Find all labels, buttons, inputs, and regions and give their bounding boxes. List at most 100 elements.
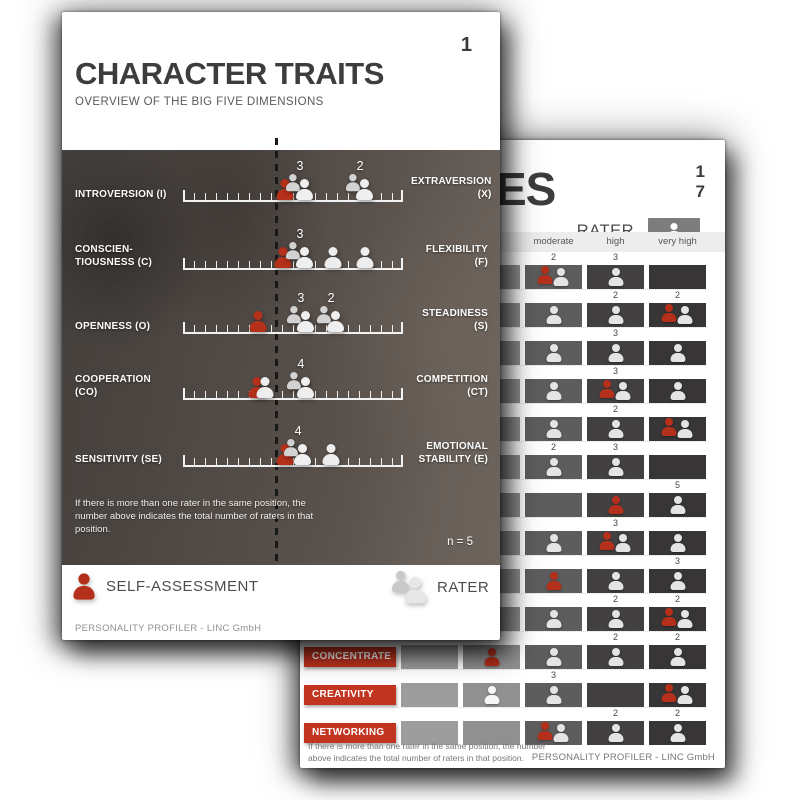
rating-cell xyxy=(525,303,582,327)
self-person-icon xyxy=(546,572,562,590)
rater-count-label: 2 xyxy=(674,708,680,718)
scale-ticks xyxy=(183,325,403,332)
self-person-icon xyxy=(484,648,500,666)
rater-person-icon xyxy=(677,686,693,704)
rater-person-icon xyxy=(608,724,624,742)
rating-cell xyxy=(649,265,706,289)
rater-count-label: 2 xyxy=(550,252,556,262)
rating-cell xyxy=(649,683,706,707)
self-person-icon xyxy=(249,311,267,332)
rater-person-icon xyxy=(677,610,693,628)
rating-cell: 2 xyxy=(587,632,644,669)
rating-cell xyxy=(401,645,458,669)
scale-left-label: SENSITIVITY (SE) xyxy=(75,453,162,465)
scale-marker: 3 xyxy=(286,227,315,268)
self-assessment-icon xyxy=(249,311,267,332)
self-person-icon xyxy=(661,304,677,322)
rating-cell xyxy=(587,683,644,707)
rater-count-label: 3 xyxy=(612,518,618,528)
rater-count-label: 3 xyxy=(612,252,618,262)
scale-left-label: INTROVERSION (I) xyxy=(75,188,167,200)
scale-line xyxy=(183,190,403,202)
scale-marker xyxy=(322,444,340,465)
rater-person-icon xyxy=(677,420,693,438)
rating-cell xyxy=(525,645,582,669)
rater-count-label: 2 xyxy=(327,291,335,305)
rating-cell xyxy=(649,455,706,479)
rating-cell xyxy=(525,607,582,631)
rater-count-label: 2 xyxy=(612,404,618,414)
scale-marker: 4 xyxy=(284,424,313,465)
self-person-icon xyxy=(661,684,677,702)
rating-cell: 3 xyxy=(587,518,644,555)
legend-self-label: SELF-ASSESSMENT xyxy=(106,578,259,595)
rating-cell: 2 xyxy=(649,632,706,669)
rater-person-icon xyxy=(546,686,562,704)
photo-background xyxy=(62,150,500,565)
rating-cell xyxy=(525,379,582,403)
rater-person-icon xyxy=(256,377,274,398)
back-page-footer: PERSONALITY PROFILER - LINC GmbH xyxy=(531,752,715,763)
scale-right-label: EMOTIONAL STABILITY (E) xyxy=(418,441,488,465)
legend: SELF-ASSESSMENT RATER xyxy=(75,571,489,612)
scale-marker: 4 xyxy=(286,357,315,398)
scale-marker xyxy=(324,247,342,268)
scale-right-label: FLEXIBILITY (F) xyxy=(425,244,488,268)
rater-count-label: 2 xyxy=(550,442,556,452)
rater-group-icon xyxy=(391,571,427,604)
competency-label: CONCENTRATE xyxy=(304,647,396,667)
scale-left-label: OPENNESS (O) xyxy=(75,320,151,332)
rater-person-icon xyxy=(484,686,500,704)
rater-person-icon xyxy=(670,382,686,400)
back-page-number-bottom: 7 xyxy=(695,182,705,201)
rater-person-icon xyxy=(294,444,312,465)
rater-single-icon xyxy=(322,444,340,465)
legend-rater-label: RATER xyxy=(437,578,490,596)
rater-group-icon xyxy=(346,174,375,200)
rater-count-label: 2 xyxy=(674,594,680,604)
scale-right-label: STEADINESS (S) xyxy=(422,308,488,332)
self-person-icon xyxy=(537,266,553,284)
rater-count-label: 3 xyxy=(296,159,304,173)
page-subtitle: OVERVIEW OF THE BIG FIVE DIMENSIONS xyxy=(75,96,324,108)
rater-person-icon xyxy=(404,577,427,603)
scale-bar: 3 xyxy=(183,227,403,270)
rater-person-icon xyxy=(546,306,562,324)
rater-person-icon xyxy=(670,496,686,514)
rater-person-icon xyxy=(296,247,314,268)
rating-cell: 2 xyxy=(587,594,644,631)
rating-cell xyxy=(525,531,582,555)
rater-count-label: 3 xyxy=(674,556,680,566)
scale-right-label: EXTRAVERSION (X) xyxy=(411,176,492,200)
self-person-icon xyxy=(608,496,624,514)
legend-self-assessment: SELF-ASSESSMENT xyxy=(75,576,259,597)
competency-row: NETWORKING 2 2 xyxy=(304,707,706,745)
rating-cell: 2 xyxy=(587,404,644,441)
rater-person-icon xyxy=(322,444,340,465)
sample-size-label: n = 5 xyxy=(447,536,473,548)
rater-person-icon xyxy=(356,179,374,200)
rater-person-icon xyxy=(296,179,314,200)
rating-cell: 2 xyxy=(649,594,706,631)
scale-marker: 2 xyxy=(317,291,346,332)
rater-count-label: 3 xyxy=(297,291,305,305)
rating-cell xyxy=(525,417,582,441)
scale-marker xyxy=(256,377,274,398)
back-page-note: If there is more than one rater in the s… xyxy=(308,741,546,764)
rater-person-icon xyxy=(608,572,624,590)
rater-person-icon xyxy=(608,268,624,286)
scale-marker: 3 xyxy=(286,159,315,200)
self-person-icon xyxy=(661,418,677,436)
rater-group-icon xyxy=(317,306,346,332)
rater-person-icon xyxy=(324,247,342,268)
self-person-icon xyxy=(599,380,615,398)
chart-note: If there is more than one rater in the s… xyxy=(75,498,314,535)
scale-ticks xyxy=(183,391,403,398)
rater-person-icon xyxy=(670,534,686,552)
rater-person-icon xyxy=(670,724,686,742)
rater-person-icon xyxy=(615,534,631,552)
rater-count-label: 2 xyxy=(356,159,364,173)
rater-count-label: 3 xyxy=(612,442,618,452)
